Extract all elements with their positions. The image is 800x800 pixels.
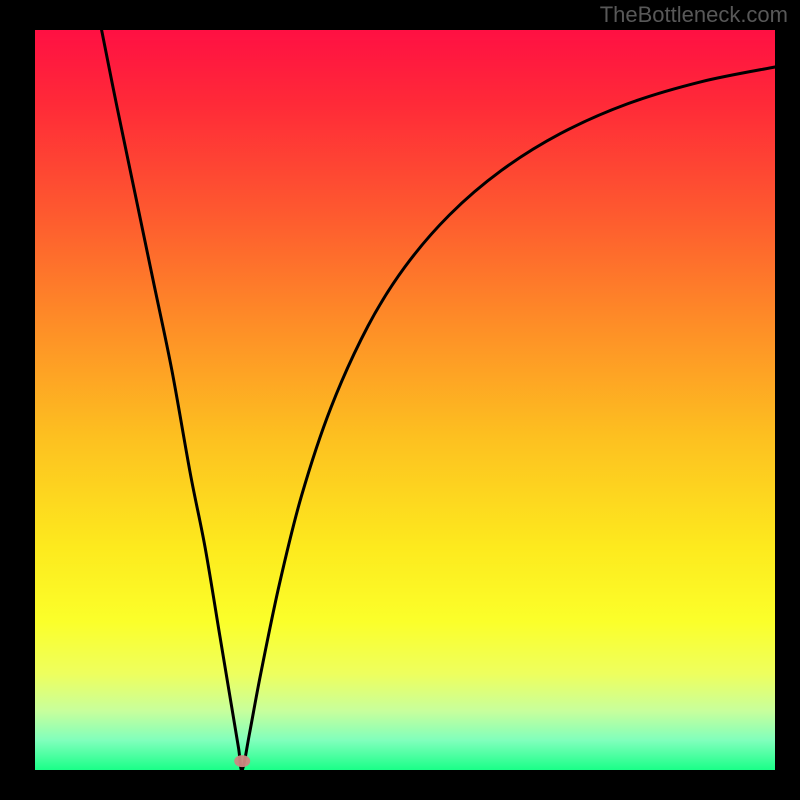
plot-background — [35, 30, 775, 770]
chart-container: TheBottleneck.com — [0, 0, 800, 800]
minimum-marker — [234, 755, 250, 767]
bottleneck-chart — [0, 0, 800, 800]
